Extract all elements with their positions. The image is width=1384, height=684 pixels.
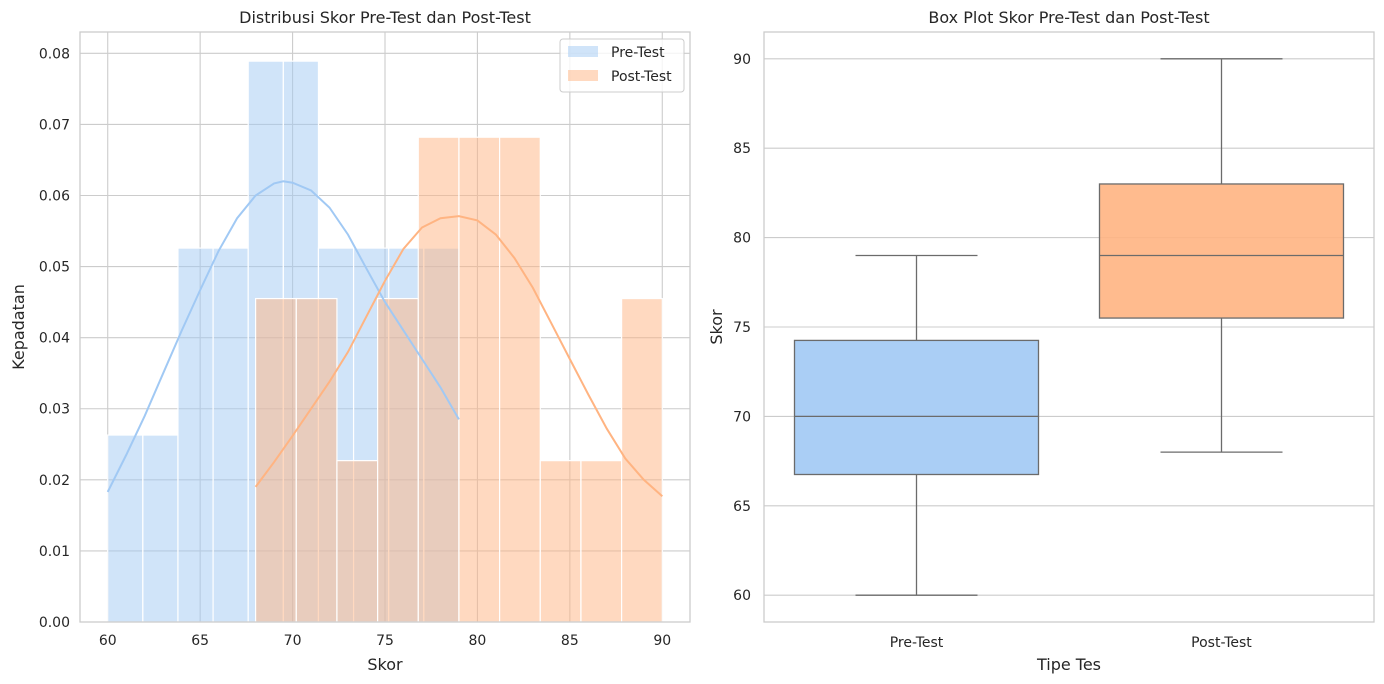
boxplot-chart: Box Plot Skor Pre-Test dan Post-Test Pre…: [707, 8, 1375, 674]
hist-xlabel: Skor: [367, 655, 403, 674]
hist-bar-post-test: [336, 460, 379, 623]
box-ytick-label: 85: [733, 141, 751, 157]
box-y-ticks: 60 65 70 75 80 85 90: [733, 52, 751, 604]
hist-xtick-label: 65: [191, 633, 209, 649]
hist-xtick-label: 80: [469, 633, 487, 649]
hist-ytick-label: 0.01: [39, 544, 70, 560]
hist-xtick-label: 85: [561, 633, 579, 649]
hist-title: Distribusi Skor Pre-Test dan Post-Test: [239, 8, 531, 27]
box-plot-frame: [763, 31, 1375, 623]
legend-label-pre-test: Pre-Test: [611, 45, 665, 61]
box-xtick-label: Post-Test: [1191, 635, 1252, 651]
hist-xtick-label: 90: [653, 633, 671, 649]
box-post-test: [1098, 58, 1345, 453]
box-ytick-label: 90: [733, 52, 751, 68]
hist-ytick-label: 0.03: [39, 402, 70, 418]
hist-post-bars: [255, 136, 663, 623]
box-gridlines: [764, 58, 1374, 596]
box-title: Box Plot Skor Pre-Test dan Post-Test: [928, 8, 1209, 27]
legend-label-post-test: Post-Test: [611, 69, 672, 85]
iqr-box: [1098, 183, 1345, 319]
hist-ytick-label: 0.04: [39, 331, 70, 347]
iqr-box: [793, 339, 1040, 476]
hist-ytick-label: 0.08: [39, 46, 70, 62]
hist-legend: Pre-Test Post-Test: [559, 38, 685, 93]
hist-bar-post-test: [295, 297, 338, 623]
legend-swatch-pre-test: [568, 46, 598, 57]
hist-bar-post-test: [539, 460, 582, 623]
box-xlabel: Tipe Tes: [1036, 655, 1101, 674]
hist-bar-pre-test: [212, 247, 249, 623]
hist-bar-post-test: [417, 136, 460, 623]
kde-line-post-test: [254, 215, 663, 497]
hist-kde-curves: [106, 180, 663, 497]
hist-bar-pre-test: [177, 247, 214, 623]
hist-bar-pre-test: [107, 434, 144, 623]
kde-line-pre-test: [106, 180, 460, 493]
hist-xtick-label: 75: [376, 633, 394, 649]
hist-y-ticks: 0.00 0.01 0.02 0.03 0.04 0.05 0.06 0.07 0.08: [39, 46, 70, 631]
box-xtick-label: Pre-Test: [890, 635, 944, 651]
hist-x-ticks: 60 65 70 75 80 85 90: [99, 633, 671, 649]
hist-bar-post-test: [580, 460, 623, 623]
hist-ytick-label: 0.07: [39, 117, 70, 133]
hist-ytick-label: 0.02: [39, 473, 70, 489]
box-pre-test: [793, 254, 1040, 596]
box-ytick-label: 70: [733, 409, 751, 425]
hist-bar-pre-test: [142, 434, 179, 623]
box-ylabel: Skor: [707, 309, 726, 345]
box-ytick-label: 75: [733, 320, 751, 336]
hist-bar-post-test: [499, 136, 541, 623]
box-ytick-label: 60: [733, 588, 751, 604]
hist-xtick-label: 70: [284, 633, 302, 649]
histogram-chart: Distribusi Skor Pre-Test dan Post-Test 6…: [9, 8, 691, 674]
hist-ytick-label: 0.06: [39, 188, 70, 204]
hist-ytick-label: 0.00: [39, 615, 70, 631]
box-ytick-label: 65: [733, 499, 751, 515]
box-ytick-label: 80: [733, 231, 751, 247]
box-x-ticks: Pre-Test Post-Test: [890, 635, 1253, 651]
hist-bar-post-test: [377, 297, 419, 623]
hist-ytick-label: 0.05: [39, 260, 70, 276]
legend-swatch-post-test: [568, 70, 598, 81]
box-elements: [793, 58, 1345, 596]
hist-ylabel: Kepadatan: [9, 284, 28, 370]
hist-xtick-label: 60: [99, 633, 117, 649]
hist-plot-frame: [79, 31, 691, 623]
hist-bar-post-test: [458, 136, 501, 623]
hist-bar-post-test: [621, 297, 663, 623]
